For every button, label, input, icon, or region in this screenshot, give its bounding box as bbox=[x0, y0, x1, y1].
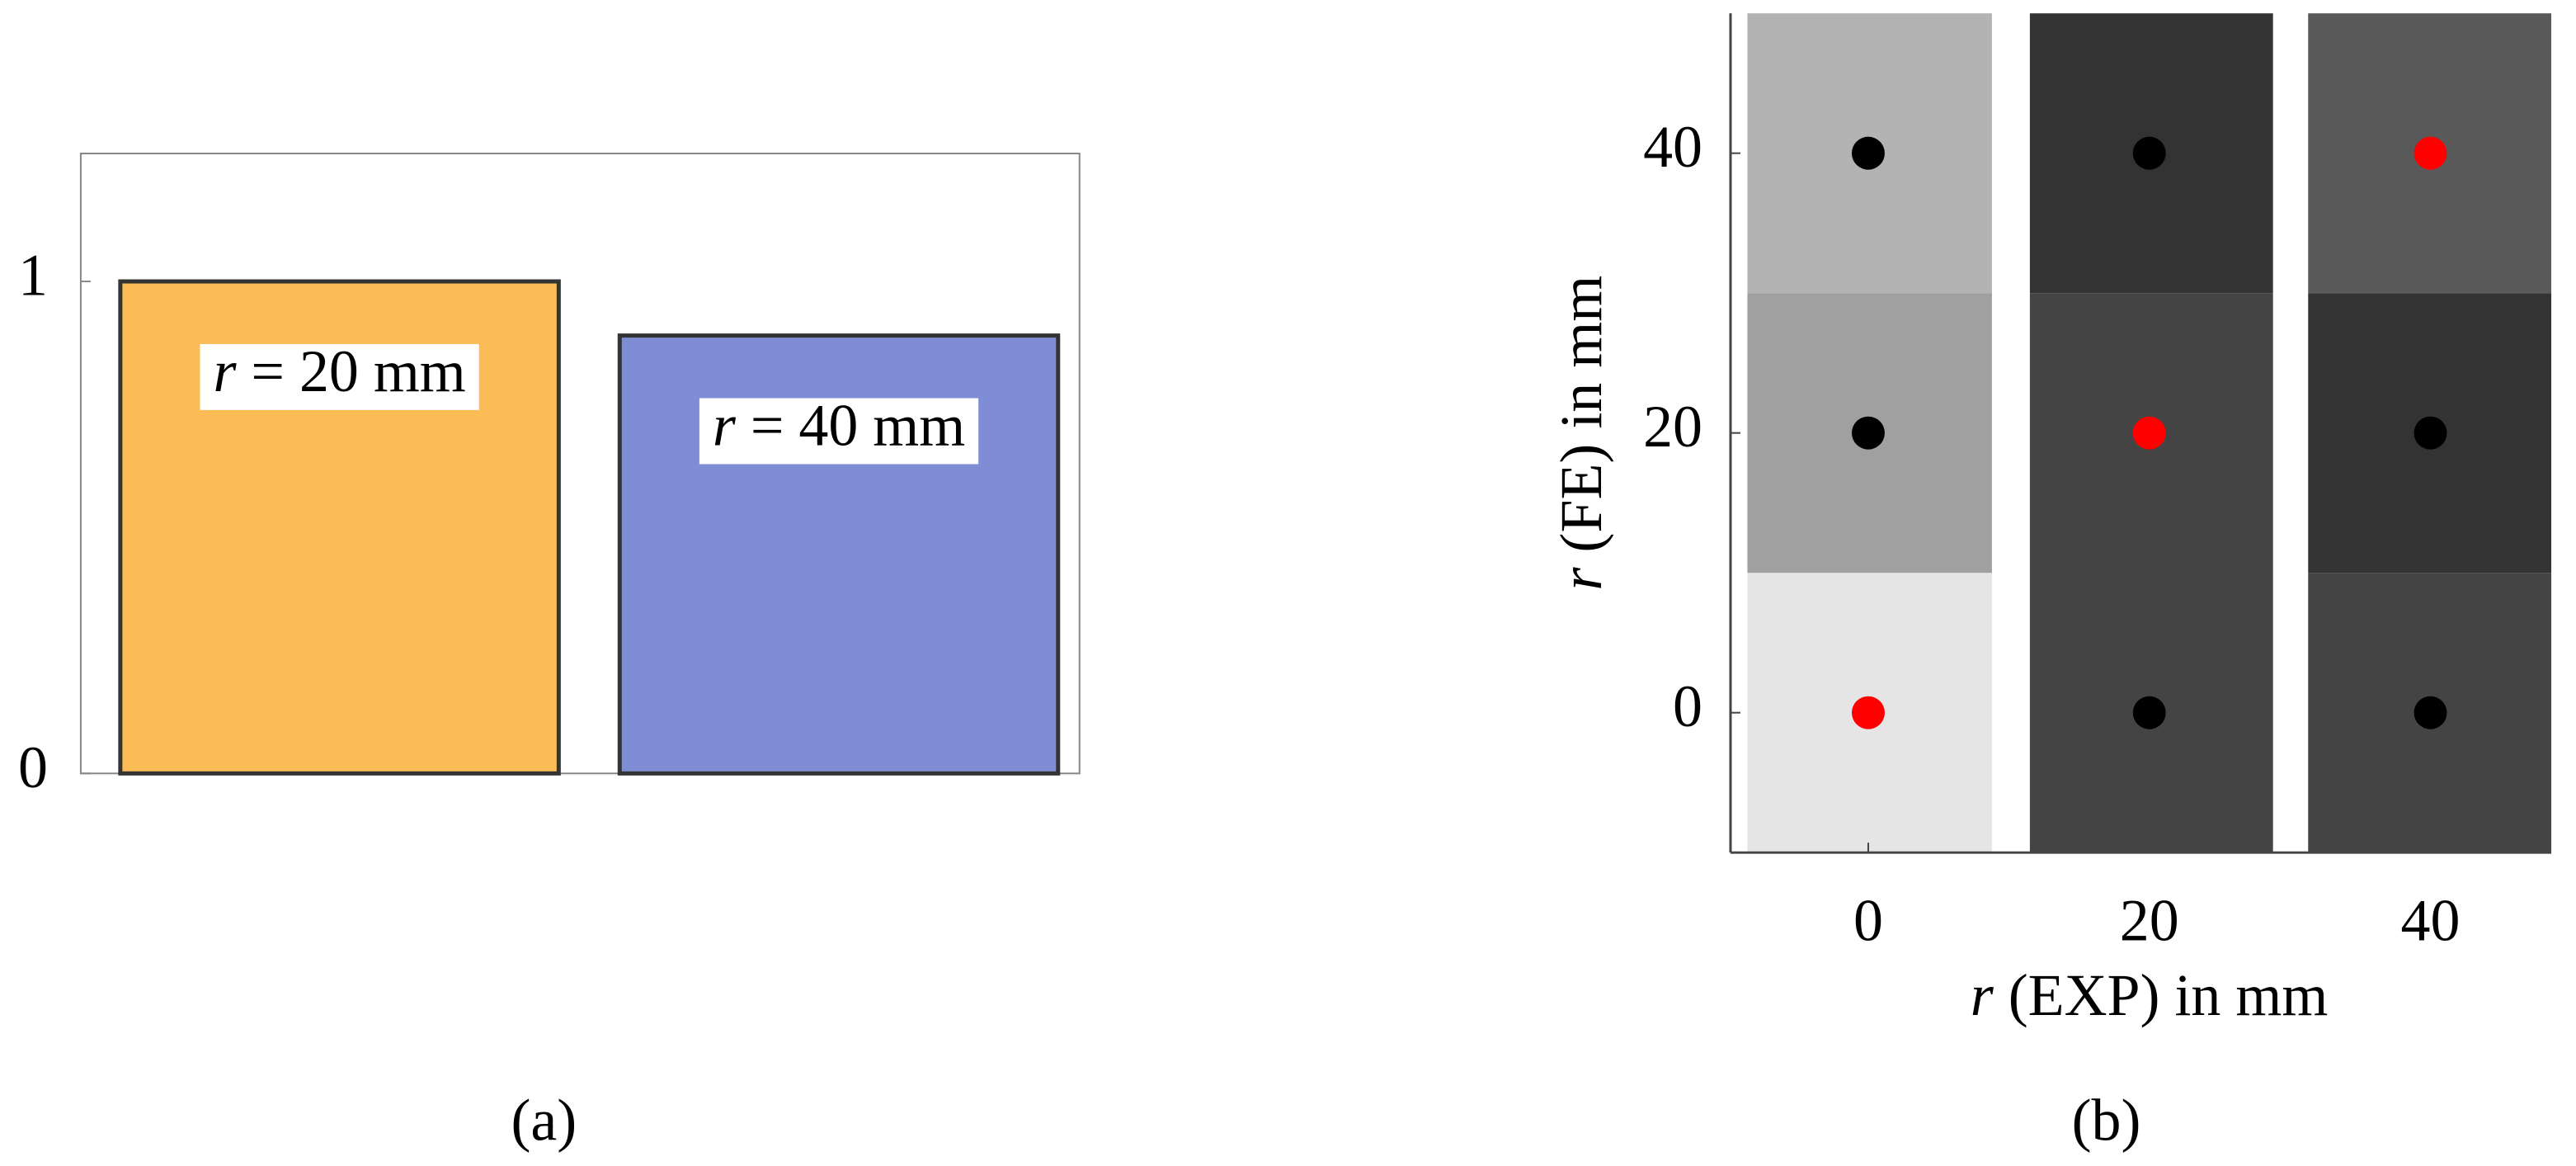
y-axis-label: r (FE) in mm bbox=[1548, 276, 1614, 591]
plot-frame bbox=[79, 153, 1081, 775]
point bbox=[1851, 416, 1885, 450]
caption: (a) bbox=[511, 1087, 577, 1153]
point bbox=[2132, 416, 2166, 450]
y-tick-label: 1 bbox=[18, 243, 48, 309]
heatmap-cell bbox=[2029, 293, 2273, 853]
y-tick-label: 0 bbox=[1673, 673, 1702, 739]
x-tick-label: 20 bbox=[2120, 888, 2179, 954]
label-box bbox=[699, 398, 979, 465]
label-box bbox=[200, 343, 479, 410]
point bbox=[2132, 136, 2166, 170]
caption: (b) bbox=[2072, 1087, 2141, 1153]
point bbox=[1851, 136, 1885, 170]
point bbox=[2132, 696, 2166, 729]
bar-label: r = 40 mm bbox=[713, 392, 965, 458]
y-tick-label: 20 bbox=[1643, 394, 1702, 460]
point bbox=[1851, 696, 1885, 729]
x-tick-label: 0 bbox=[1853, 888, 1883, 954]
y-tick-label: 0 bbox=[18, 734, 48, 800]
x-tick-label: 40 bbox=[2401, 888, 2461, 954]
y-tick-label: 40 bbox=[1643, 114, 1702, 180]
x-axis-label: r (EXP) in mm bbox=[1971, 962, 2329, 1028]
point bbox=[2414, 136, 2447, 170]
point bbox=[2414, 416, 2447, 450]
bar-label: r = 20 mm bbox=[213, 338, 465, 404]
point bbox=[2414, 696, 2447, 729]
